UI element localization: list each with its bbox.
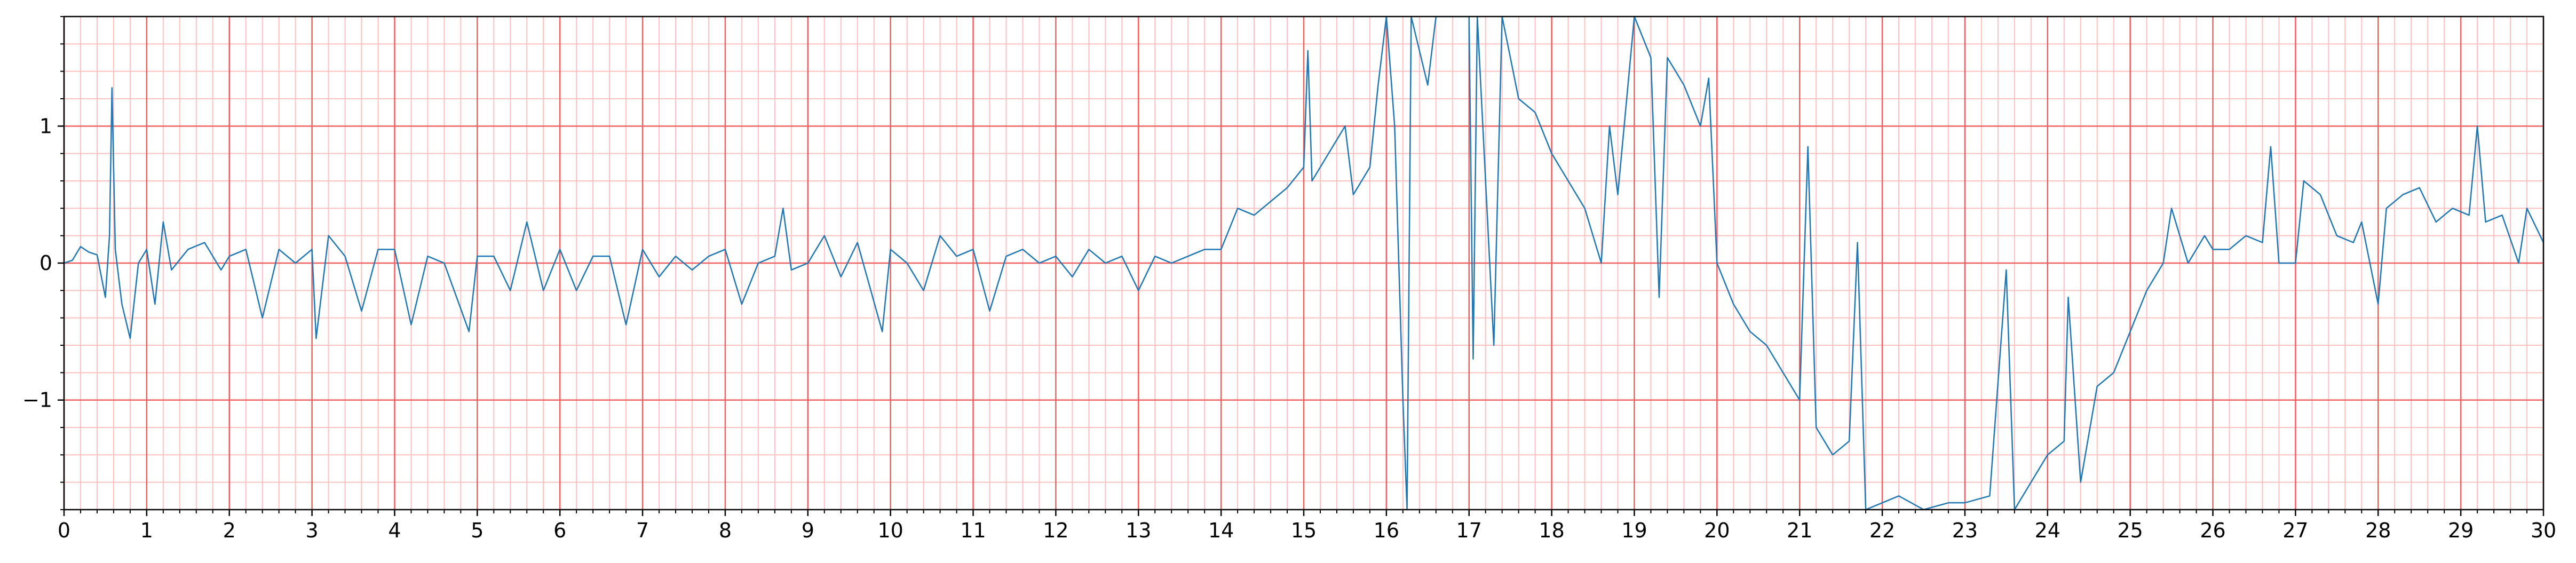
x-tick-label: 8 (719, 519, 732, 542)
x-tick-label: 15 (1291, 519, 1317, 542)
x-tick-label: 27 (2282, 519, 2308, 542)
x-tick-label: 4 (388, 519, 401, 542)
x-tick-label: 14 (1208, 519, 1234, 542)
x-tick-label: 0 (58, 519, 70, 542)
x-tick-label: 29 (2448, 519, 2474, 542)
x-tick-label: 16 (1374, 519, 1399, 542)
x-tick-label: 5 (471, 519, 484, 542)
x-tick-label: 28 (2365, 519, 2391, 542)
x-tick-label: 22 (1869, 519, 1895, 542)
x-tick-label: 13 (1125, 519, 1151, 542)
x-tick-label: 10 (877, 519, 903, 542)
x-tick-label: 25 (2117, 519, 2143, 542)
plot-frame (63, 15, 2545, 511)
x-tick-label: 18 (1539, 519, 1564, 542)
x-tick-label: 17 (1456, 519, 1482, 542)
x-tick-label: 11 (960, 519, 986, 542)
x-tick-label: 2 (223, 519, 236, 542)
x-tick-label: 9 (802, 519, 814, 542)
x-tick-label: 12 (1043, 519, 1068, 542)
x-tick-label: 3 (306, 519, 319, 542)
x-tick-label: 7 (636, 519, 649, 542)
data-line (64, 17, 2543, 510)
y-tick-label: 0 (39, 251, 52, 275)
x-tick-label: 30 (2531, 519, 2556, 542)
x-tick-label: 23 (1952, 519, 1978, 542)
y-tick-label: 1 (39, 114, 52, 138)
x-tick-label: 24 (2035, 519, 2060, 542)
x-tick-label: 1 (140, 519, 153, 542)
x-tick-label: 20 (1704, 519, 1730, 542)
x-tick-label: 19 (1621, 519, 1647, 542)
y-tick-label: −1 (22, 388, 52, 412)
x-tick-label: 21 (1787, 519, 1812, 542)
x-tick-label: 26 (2200, 519, 2225, 542)
x-tick-label: 6 (553, 519, 566, 542)
